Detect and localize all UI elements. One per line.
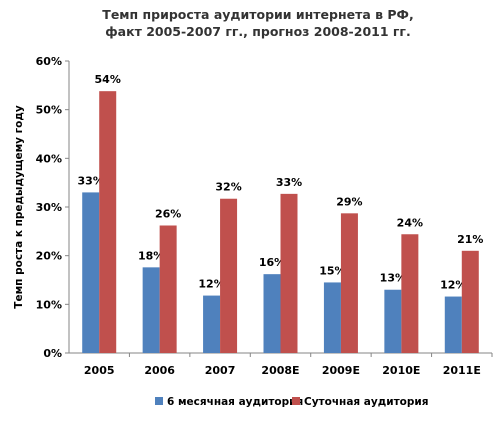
chart-title-line-2: факт 2005-2007 гг., прогноз 2008-2011 гг… [105,24,410,39]
bar-daily [159,225,177,353]
data-label: 12% [440,279,466,292]
x-tick-label: 2006 [144,364,175,377]
bar-daily [280,193,298,353]
bar-six-month [384,289,402,353]
data-label: 12% [198,278,224,291]
y-tick-label: 30% [36,201,62,214]
y-tick-label: 50% [36,104,62,117]
bar-six-month [82,192,100,353]
bar-daily [220,198,238,353]
legend-label: 6 месячная аудитория [167,396,303,408]
chart-title-line-1: Темп прироста аудитории интернета в РФ, [102,7,413,22]
x-tick-label: 2011E [443,364,481,377]
y-tick-label: 20% [36,250,62,263]
y-tick-label: 60% [36,55,62,68]
y-axis-title: Темп роста к предыдущему году [13,105,25,309]
x-tick-label: 2007 [205,364,236,377]
y-tick-label: 10% [36,298,62,311]
data-label: 33% [78,174,104,187]
x-tick-label: 2005 [84,364,115,377]
bar-daily [99,91,117,353]
data-label: 32% [215,181,241,194]
legend-swatch [155,397,163,405]
data-label: 54% [95,73,121,86]
data-label: 29% [336,195,362,208]
bar-six-month [203,295,221,353]
x-tick-label: 2009E [322,364,360,377]
data-label: 21% [457,233,483,246]
data-label: 26% [155,207,181,220]
legend-swatch [292,397,300,405]
y-tick-label: 40% [36,152,62,165]
x-tick-label: 2008E [261,364,299,377]
bar-six-month [444,296,462,353]
y-tick-label: 0% [43,347,62,360]
data-label: 33% [276,176,302,189]
bar-six-month [323,282,341,353]
data-label: 16% [259,256,285,269]
data-label: 13% [380,272,406,285]
bar-daily [340,213,358,353]
bar-daily [401,234,419,353]
legend-label: Суточная аудитория [304,396,428,408]
x-tick-label: 2010E [382,364,420,377]
bar-six-month [263,274,281,353]
legend: 6 месячная аудитория Суточная аудитория [155,396,428,408]
data-label: 18% [138,249,164,262]
bar-six-month [142,267,160,353]
data-label: 24% [397,216,423,229]
bar-daily [461,250,479,353]
data-label: 15% [319,264,345,277]
plot-area: 0% 10% 20% 30% 40% 50% 60% 2005 33% 54% 2006 18% 26%… [36,55,493,377]
